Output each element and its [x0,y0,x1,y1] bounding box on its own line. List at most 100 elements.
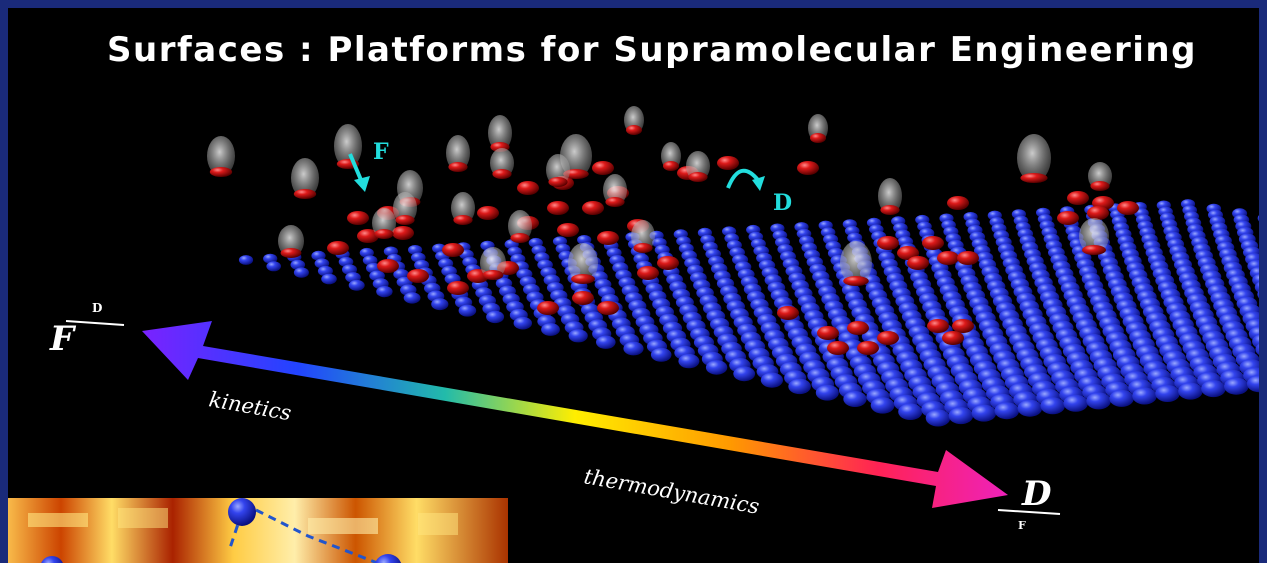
adsorbed-molecule [477,206,499,220]
surface-atom [486,310,505,324]
molecule-base [395,215,415,225]
surface-atom [788,378,811,395]
surface-atom [1246,375,1259,393]
adsorbed-molecule [547,201,569,215]
molecule-base [1082,245,1106,255]
surface-atom [408,245,423,255]
left-ratio-bar [65,320,125,326]
molecule-base [626,125,642,135]
stm-image-inset [8,498,508,563]
surface-atom [1086,392,1111,410]
adsorbed-molecule [927,319,949,333]
surface-diagram: F D D F D F [8,106,1259,563]
surface-atom [948,407,974,425]
right-ratio: D F [997,474,1061,532]
surface-atom [1224,377,1249,395]
incoming-molecule [508,210,532,242]
surface-atom [971,404,997,422]
adsorbed-molecule [847,321,869,335]
molecule-base [548,177,568,187]
deposition-flux: F [348,139,389,192]
surface-atom [870,397,895,414]
adsorbed-molecule [592,161,614,175]
adsorbed-molecule [797,161,819,175]
incoming-molecule [451,192,475,224]
adsorbed-molecule [877,236,899,250]
deposition-arrow-head [354,176,370,192]
incoming-molecule [568,243,598,283]
surface-atom [733,366,756,382]
kinetics-thermodynamics-axis [142,321,1008,508]
surface-atom [650,347,672,362]
molecule-base [1020,173,1048,183]
adsorbed-molecule [922,236,944,250]
molecule-base [280,248,302,258]
adsorbed-molecule [442,243,464,257]
surface-atom [403,292,421,304]
adsorbed-molecule [952,319,974,333]
adsorbed-molecule [557,223,579,237]
surface-atom [1155,385,1180,402]
incoming-molecule [291,158,319,198]
deposition-label: F [373,139,389,165]
deposition-arrow-shaft [348,153,363,181]
molecule-base [209,167,233,177]
surface-atom [1109,389,1134,407]
adsorbed-molecule [817,326,839,340]
surface-atom [760,372,784,388]
diffusion-arrow-arc [726,168,760,189]
adsorbed-molecule [347,211,369,225]
surface-atom [678,353,700,369]
adsorbed-molecule [407,269,429,283]
diffusion-label: D [773,190,792,216]
stm-marker-atom [41,556,63,563]
slide-canvas: Surfaces : Platforms for Supramolecular … [8,8,1259,563]
thermodynamics-label: thermodynamics [582,464,761,518]
kinetics-label: kinetics [207,387,293,425]
molecule-base [374,229,394,239]
adsorbed-molecule [447,281,469,295]
surface-atom [815,384,839,401]
molecule-base [880,205,900,215]
adsorbed-molecule [572,291,594,305]
stm-marker-atom [228,498,256,526]
incoming-molecule [446,135,470,171]
molecule-base [605,197,625,207]
molecule-base [633,243,653,253]
surface-atom [1257,290,1259,299]
surface-atom [376,286,393,298]
left-ratio: D F [49,301,125,359]
surface-atom [1178,382,1203,400]
surface-atom [383,246,398,257]
surface-atom [705,360,728,375]
molecule-base [843,276,869,286]
adsorbed-molecule [857,341,879,355]
surface-atom [458,304,477,317]
surface-atom [431,298,449,311]
adsorbed-molecule [327,241,349,255]
incoming-molecule [546,154,570,186]
surface-atom [568,329,588,343]
adsorbed-molecule [907,256,929,270]
adsorbed-molecule [897,246,919,260]
surface-atom [359,247,374,258]
incoming-molecule [1079,218,1109,254]
adsorbed-molecule [357,229,379,243]
surface-atom [1255,343,1259,356]
surface-atom [1254,281,1259,293]
incoming-molecule [480,247,506,279]
molecule-base [510,233,530,243]
adsorbed-molecule [957,251,979,265]
adsorbed-molecule [877,331,899,345]
surface-atom [541,323,560,336]
incoming-molecule [278,225,304,257]
adsorbed-molecule [597,301,619,315]
molecule-base [810,133,826,143]
surface-atom [263,253,278,264]
surface-atom [317,265,333,277]
left-ratio-denominator: F [49,319,77,359]
incoming-molecule [840,241,872,285]
molecule-base [1090,181,1110,191]
adsorbed-molecule [637,266,659,280]
